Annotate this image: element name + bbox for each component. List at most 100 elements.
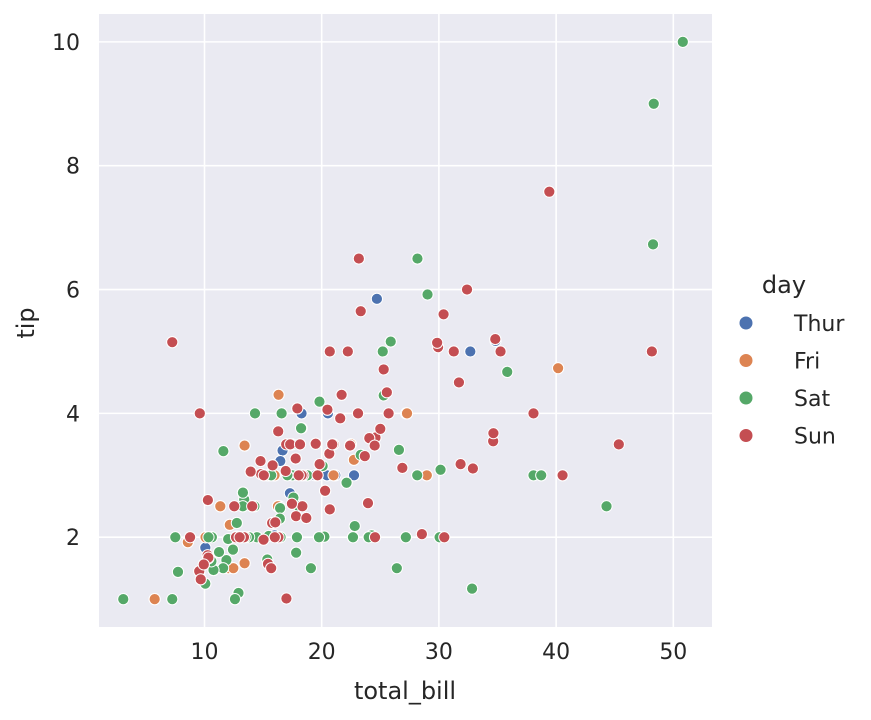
point-sun <box>285 497 299 510</box>
point-sun <box>292 469 305 482</box>
point-sun <box>437 308 450 321</box>
point-sun <box>233 531 246 544</box>
point-sun <box>166 336 179 349</box>
point-sun <box>326 438 339 451</box>
point-sat <box>202 531 215 544</box>
point-sun <box>382 407 395 420</box>
point-sat <box>290 531 304 544</box>
point-sun <box>494 345 507 358</box>
point-sat <box>348 519 361 533</box>
point-sun <box>645 345 658 358</box>
legend-marker-thur <box>738 315 754 331</box>
point-sat <box>647 97 660 110</box>
point-sun <box>612 438 625 451</box>
point-sat <box>312 531 326 544</box>
point-sat <box>411 469 424 482</box>
x-tick-label: 40 <box>542 640 570 665</box>
legend-label-sat: Sat <box>794 387 830 412</box>
point-sun <box>293 438 307 451</box>
y-tick-label: 8 <box>66 155 80 180</box>
point-sat <box>434 463 447 476</box>
point-sun <box>265 562 278 575</box>
point-sat <box>236 486 250 499</box>
y-axis-label: tip <box>12 307 40 338</box>
point-sat <box>169 531 182 544</box>
point-sun <box>280 592 293 605</box>
x-tick-label: 10 <box>190 640 218 665</box>
point-sun <box>489 332 502 346</box>
point-sun <box>351 407 365 420</box>
legend-marker-fri <box>738 353 754 368</box>
point-fri <box>552 362 565 375</box>
point-sat <box>226 543 240 556</box>
point-sun <box>352 252 365 265</box>
point-sat <box>501 365 514 378</box>
legend-label-sun: Sun <box>794 425 836 450</box>
point-sun <box>257 533 270 546</box>
point-fri <box>214 500 227 513</box>
point-sat <box>290 546 303 559</box>
point-fri <box>400 407 414 420</box>
point-sat <box>340 476 353 489</box>
point-sun <box>323 503 336 516</box>
legend-label-thur: Thur <box>793 312 845 337</box>
point-sat <box>273 502 287 515</box>
point-sun <box>313 458 326 471</box>
x-tick-label: 30 <box>425 640 453 665</box>
point-sun <box>244 465 257 478</box>
legend-marker-sun <box>738 428 754 443</box>
point-sat <box>600 500 613 513</box>
point-sun <box>447 345 460 358</box>
point-sun <box>460 283 474 296</box>
point-sat <box>346 531 360 544</box>
point-sun <box>289 510 303 523</box>
point-sat <box>228 593 242 606</box>
point-sat <box>392 443 406 457</box>
plot-area <box>99 14 712 627</box>
point-sat <box>217 445 230 458</box>
data-points <box>117 35 689 606</box>
point-fri <box>272 388 285 401</box>
point-sun <box>527 407 540 420</box>
point-sat <box>248 407 262 420</box>
point-sun <box>291 402 304 415</box>
point-sun <box>380 386 393 399</box>
point-thur <box>464 345 477 358</box>
point-sun <box>374 422 387 435</box>
point-sat <box>411 252 424 265</box>
x-axis-label: total_bill <box>354 677 456 705</box>
legend: day Thur Fri Sat Sun <box>738 271 845 450</box>
point-fri <box>238 557 251 570</box>
point-sun <box>197 558 210 571</box>
point-sat <box>676 35 689 48</box>
point-sun <box>396 461 409 474</box>
point-sun <box>334 412 347 425</box>
point-sat <box>646 238 660 251</box>
point-sun <box>246 500 259 513</box>
x-tick-labels: 10 20 30 40 50 <box>190 640 687 665</box>
point-sun <box>228 500 241 513</box>
legend-marker-sat <box>738 390 754 406</box>
point-sun <box>279 464 292 478</box>
point-sat <box>313 395 326 408</box>
point-sun <box>272 425 285 438</box>
point-sun <box>454 458 467 471</box>
point-sun <box>358 450 371 463</box>
point-sun <box>341 345 354 358</box>
point-sun <box>193 407 206 420</box>
point-sat <box>166 593 179 606</box>
point-fri <box>327 469 340 482</box>
point-sun <box>487 427 500 440</box>
point-fri <box>148 593 161 606</box>
point-sun <box>289 452 302 465</box>
point-sun <box>368 531 382 544</box>
point-sun <box>415 528 429 541</box>
point-sat <box>212 545 226 559</box>
y-tick-label: 4 <box>66 402 80 427</box>
point-sun <box>323 345 336 358</box>
point-sat <box>384 335 397 348</box>
y-tick-label: 2 <box>66 526 80 551</box>
point-sun <box>556 469 569 482</box>
point-sun <box>183 531 197 544</box>
